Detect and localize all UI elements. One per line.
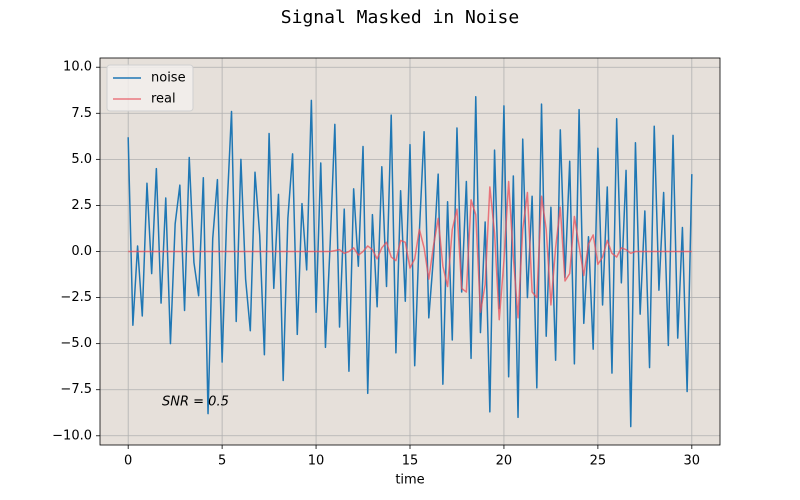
y-tick-label: 2.5 [71,198,92,213]
series-line [128,180,692,321]
x-tick-label: 20 [496,454,513,469]
legend-label: noise [151,71,186,86]
y-tick-label: −7.5 [60,382,92,397]
x-axis-label: time [395,473,424,488]
y-tick-label: −2.5 [60,290,92,305]
y-tick-label: 7.5 [71,106,92,121]
legend-label: real [151,92,176,107]
y-tick-label: 5.0 [71,152,92,167]
x-tick-label: 15 [402,454,419,469]
chart-title: Signal Masked in Noise [281,7,519,28]
x-tick-label: 10 [308,454,325,469]
series-line [127,95,693,428]
annotation: SNR = 0.5 [162,395,229,410]
x-tick-label: 30 [684,454,701,469]
y-tick-label: −10.0 [52,428,92,443]
x-tick-label: 25 [590,454,607,469]
y-tick-label: 10.0 [63,60,92,75]
y-tick-label: −5.0 [60,336,92,351]
y-tick-label: 0.0 [71,244,92,259]
x-tick-label: 0 [124,454,132,469]
x-tick-label: 5 [218,454,226,469]
plot-frame [99,57,721,446]
